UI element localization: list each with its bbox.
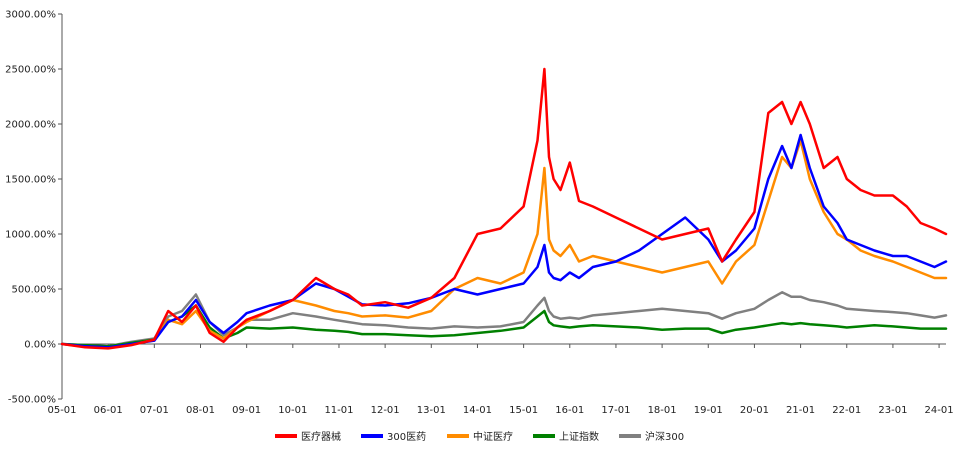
x-tick-label: 11-01 xyxy=(324,405,353,416)
legend-label: 300医药 xyxy=(387,431,426,443)
x-tick-label: 14-01 xyxy=(463,405,492,416)
legend: 医疗器械 300医药 中证医疗 上证指数 沪深300 xyxy=(275,430,684,443)
legend-label: 上证指数 xyxy=(559,430,599,443)
x-tick-label: 21-01 xyxy=(786,405,815,416)
series-line-0 xyxy=(60,67,948,350)
x-tick-label: 10-01 xyxy=(278,405,307,416)
series-line-2 xyxy=(60,139,948,350)
x-tick-label: 09-01 xyxy=(232,405,261,416)
x-tick-label: 13-01 xyxy=(417,405,446,416)
y-tick-label: 1500.00% xyxy=(5,175,56,186)
y-tick-label: 3000.00% xyxy=(5,10,56,21)
y-tick-label: 2500.00% xyxy=(5,65,56,76)
x-tick-label: 16-01 xyxy=(555,405,584,416)
legend-label: 沪深300 xyxy=(645,430,684,443)
series-line-4 xyxy=(60,291,948,348)
x-tick-label: 05-01 xyxy=(47,405,76,416)
x-tick-label: 24-01 xyxy=(925,405,954,416)
x-tick-label: 18-01 xyxy=(648,405,677,416)
x-tick-label: 23-01 xyxy=(878,405,907,416)
legend-label: 中证医疗 xyxy=(473,430,513,443)
x-tick-label: 12-01 xyxy=(371,405,400,416)
x-tick-label: 20-01 xyxy=(740,405,769,416)
x-tick-label: 07-01 xyxy=(140,405,169,416)
legend-item: 上证指数 xyxy=(533,430,599,443)
y-tick-label: -500.00% xyxy=(8,395,56,406)
x-tick-label: 17-01 xyxy=(601,405,630,416)
x-tick-label: 19-01 xyxy=(694,405,723,416)
x-tick-label: 08-01 xyxy=(186,405,215,416)
legend-label: 医疗器械 xyxy=(301,430,341,443)
x-tick-label: 06-01 xyxy=(94,405,123,416)
y-tick-label: 500.00% xyxy=(12,285,57,296)
legend-item: 医疗器械 xyxy=(275,430,341,443)
axes: -500.00% 0.00% 500.00% 1000.00% 1500.00% 2000… xyxy=(5,10,953,417)
y-tick-label: 0.00% xyxy=(24,340,56,351)
legend-item: 中证医疗 xyxy=(447,430,513,443)
legend-item: 300医药 xyxy=(361,431,426,443)
x-tick-label: 22-01 xyxy=(832,405,861,416)
series-lines xyxy=(60,67,948,350)
y-tick-label: 2000.00% xyxy=(5,120,56,131)
legend-item: 沪深300 xyxy=(619,430,684,443)
y-tick-label: 1000.00% xyxy=(5,230,56,241)
series-line-1 xyxy=(60,133,948,349)
x-tick-label: 15-01 xyxy=(509,405,538,416)
